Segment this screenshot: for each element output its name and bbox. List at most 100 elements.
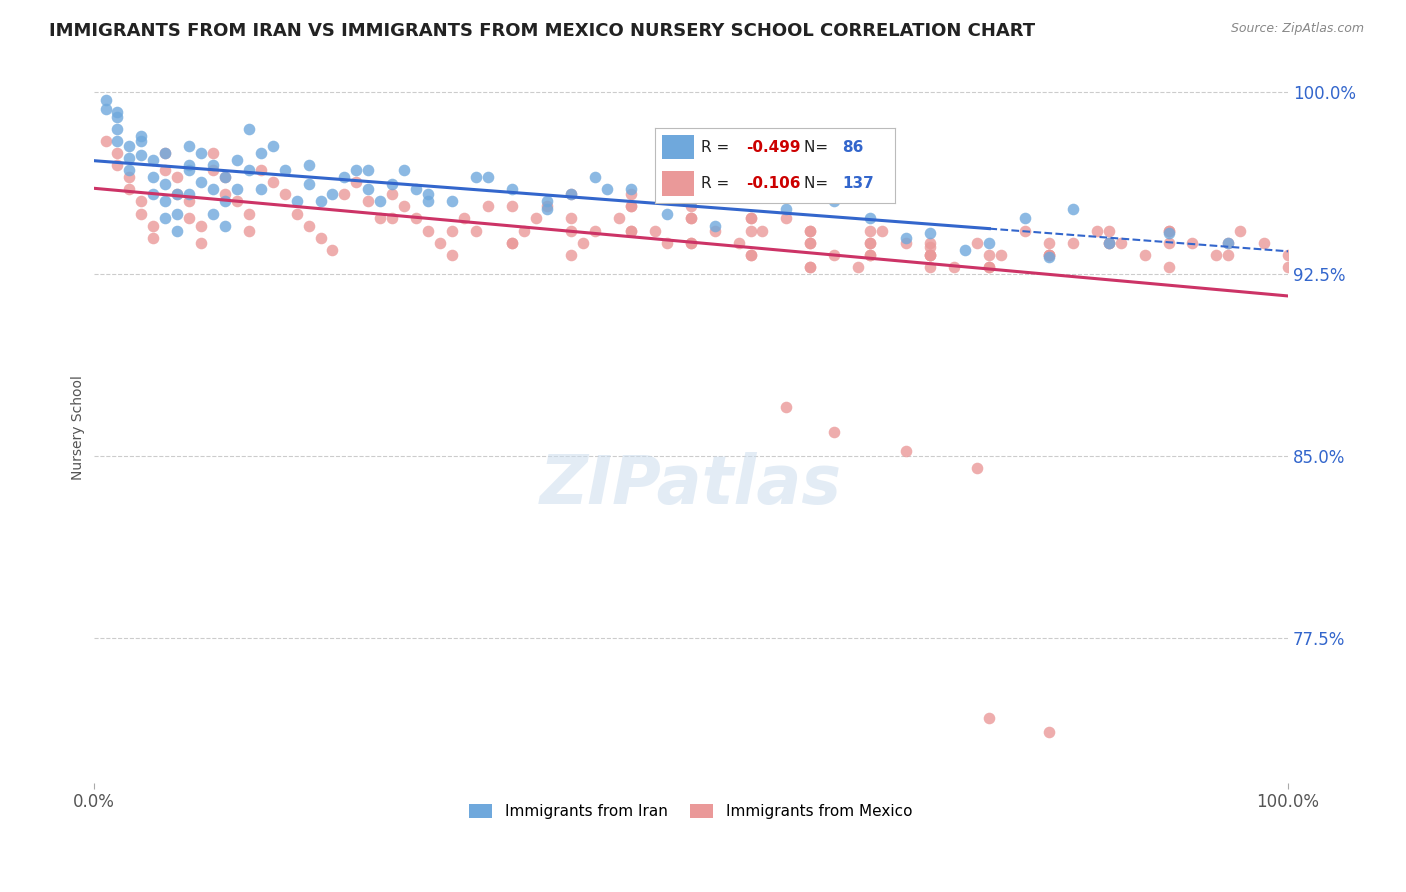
Point	[131, 148, 153, 162]
Point	[1205, 248, 1227, 262]
Text: 137: 137	[842, 176, 875, 191]
Point	[190, 235, 212, 250]
Point	[799, 235, 821, 250]
Point	[1157, 223, 1180, 237]
Point	[1098, 235, 1121, 250]
Point	[859, 211, 882, 226]
Point	[1253, 235, 1275, 250]
Point	[679, 211, 702, 226]
Point	[166, 187, 188, 202]
Point	[1038, 250, 1060, 264]
Point	[131, 194, 153, 209]
Point	[1109, 235, 1132, 250]
Point	[190, 145, 212, 160]
Bar	[662, 171, 693, 195]
Point	[202, 145, 225, 160]
Point	[620, 199, 643, 213]
Point	[166, 206, 188, 220]
Point	[1038, 248, 1060, 262]
Point	[1098, 235, 1121, 250]
Point	[1218, 235, 1240, 250]
Point	[655, 206, 678, 220]
Point	[179, 162, 201, 177]
Point	[190, 219, 212, 233]
Point	[238, 121, 260, 136]
Point	[1218, 235, 1240, 250]
Point	[596, 182, 619, 196]
Point	[297, 219, 319, 233]
Point	[344, 175, 367, 189]
Point	[942, 260, 965, 274]
Point	[501, 235, 523, 250]
Point	[620, 182, 643, 196]
Text: -0.106: -0.106	[747, 176, 801, 191]
Point	[179, 187, 201, 202]
Point	[225, 182, 247, 196]
Point	[107, 110, 129, 124]
Point	[679, 235, 702, 250]
Point	[918, 248, 941, 262]
Point	[142, 170, 165, 185]
Point	[155, 194, 177, 209]
Point	[321, 243, 343, 257]
Point	[501, 182, 523, 196]
Point	[118, 151, 141, 165]
Point	[273, 162, 295, 177]
Point	[979, 248, 1001, 262]
Point	[202, 158, 225, 172]
Point	[155, 178, 177, 192]
Point	[357, 194, 380, 209]
Point	[823, 194, 845, 209]
Point	[107, 121, 129, 136]
Point	[799, 260, 821, 274]
Point	[155, 211, 177, 226]
Point	[918, 226, 941, 240]
Text: N=: N=	[804, 176, 832, 191]
Point	[583, 223, 606, 237]
Point	[94, 134, 117, 148]
Point	[583, 170, 606, 185]
Point	[333, 187, 356, 202]
Point	[1098, 223, 1121, 237]
Point	[703, 223, 725, 237]
Point	[214, 170, 236, 185]
Point	[202, 182, 225, 196]
Point	[225, 194, 247, 209]
Point	[309, 231, 332, 245]
Point	[179, 194, 201, 209]
Point	[381, 178, 404, 192]
Point	[166, 170, 188, 185]
Point	[740, 248, 762, 262]
Point	[166, 187, 188, 202]
Point	[607, 211, 630, 226]
Point	[894, 231, 917, 245]
Point	[560, 223, 582, 237]
Point	[740, 187, 762, 202]
Point	[894, 235, 917, 250]
Point	[655, 235, 678, 250]
Point	[309, 194, 332, 209]
Point	[321, 187, 343, 202]
Point	[142, 187, 165, 202]
Point	[249, 162, 271, 177]
Point	[238, 162, 260, 177]
Point	[118, 162, 141, 177]
Point	[440, 194, 463, 209]
Point	[560, 248, 582, 262]
Point	[979, 260, 1001, 274]
Point	[225, 153, 247, 168]
Point	[249, 182, 271, 196]
Point	[1157, 260, 1180, 274]
Point	[859, 235, 882, 250]
Point	[381, 187, 404, 202]
Text: R =: R =	[700, 176, 734, 191]
Point	[620, 187, 643, 202]
Point	[107, 145, 129, 160]
Point	[179, 158, 201, 172]
Point	[1133, 248, 1156, 262]
Point	[620, 223, 643, 237]
Point	[918, 260, 941, 274]
Point	[560, 187, 582, 202]
Point	[501, 235, 523, 250]
Point	[799, 223, 821, 237]
